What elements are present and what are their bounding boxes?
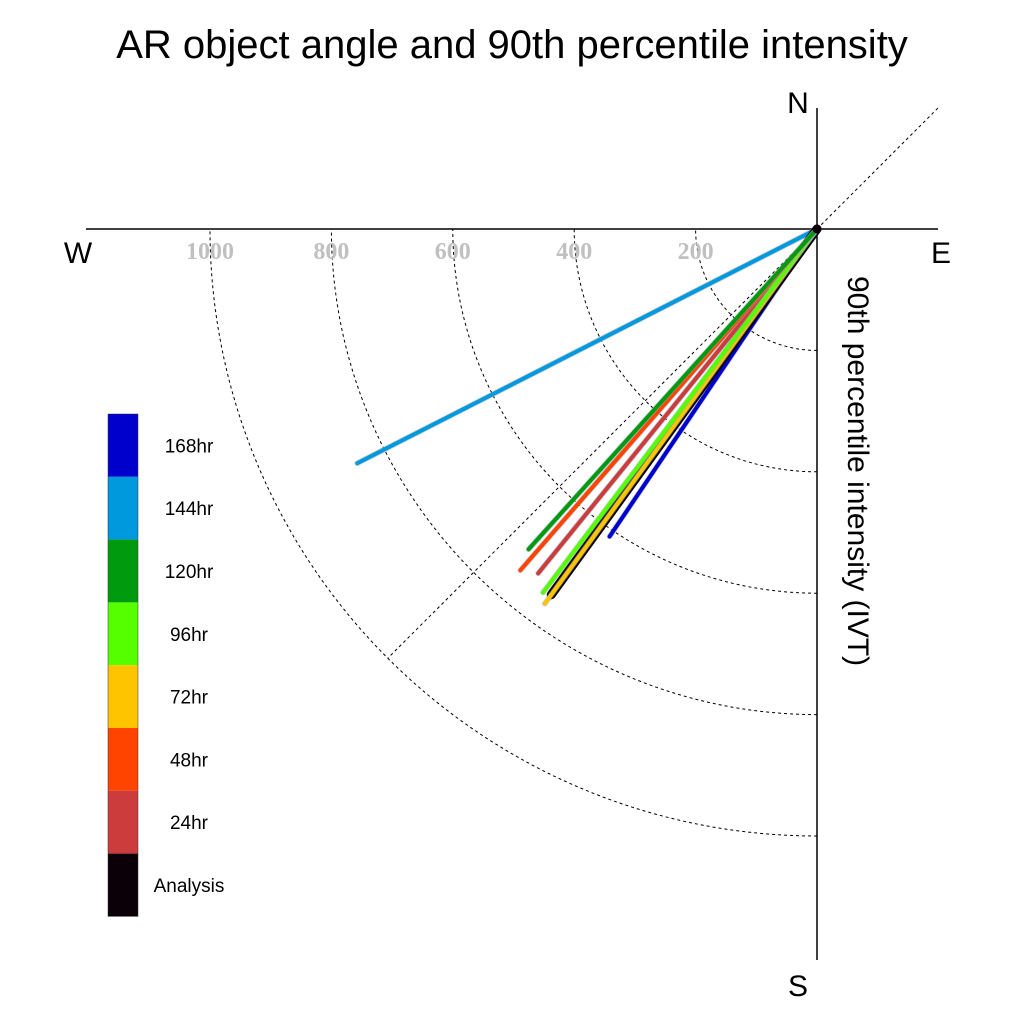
legend-swatch-48hr <box>108 728 138 791</box>
vector-96hr <box>541 227 819 595</box>
tick-label-600: 600 <box>435 239 471 265</box>
chart-title: AR object angle and 90th percentile inte… <box>116 23 908 67</box>
grid-arc-800 <box>330 228 818 716</box>
legend-swatch-Analysis <box>108 853 138 917</box>
grid-arc-200 <box>695 228 818 351</box>
legend-label-48hr: 48hr <box>170 750 209 771</box>
legend: 168hr 144hr 120hr 96hr 72hr 48hr 24hr Analysis <box>107 413 225 917</box>
legend-label-Analysis: Analysis <box>154 876 225 897</box>
y-axis-label: 90th percentile intensity (IVT) <box>841 276 874 666</box>
radial-grid <box>209 228 818 837</box>
grid-arc-600 <box>452 228 818 594</box>
legend-label-168hr: 168hr <box>165 436 214 457</box>
diagonal-guide-sw <box>387 228 818 659</box>
origin-marker <box>812 224 822 234</box>
compass-south: S <box>788 970 808 1003</box>
legend-swatch-24hr <box>108 790 138 854</box>
vector-144hr <box>355 227 819 466</box>
compass-axes <box>86 107 939 960</box>
compass-east: E <box>931 237 951 270</box>
tick-label-800: 800 <box>313 239 349 265</box>
legend-swatch-144hr <box>108 476 138 540</box>
legend-label-120hr: 120hr <box>165 562 214 583</box>
grid-arc-400 <box>573 228 818 473</box>
legend-frame <box>107 413 139 917</box>
legend-swatch-168hr <box>108 414 138 477</box>
legend-swatch-120hr <box>108 539 138 603</box>
radial-tick-labels: 200 400 600 800 1000 <box>186 239 714 265</box>
tick-label-1000: 1000 <box>186 239 234 265</box>
legend-label-24hr: 24hr <box>170 813 209 834</box>
legend-label-72hr: 72hr <box>170 688 209 709</box>
legend-swatch-72hr <box>108 665 138 728</box>
legend-swatch-96hr <box>108 602 138 666</box>
compass-north: N <box>787 87 809 120</box>
series-vectors <box>354 224 822 607</box>
vector-120hr <box>526 227 819 552</box>
legend-label-96hr: 96hr <box>170 625 209 646</box>
diagonal-guide-ne <box>816 107 939 230</box>
legend-label-144hr: 144hr <box>165 499 214 520</box>
tick-label-400: 400 <box>556 239 592 265</box>
compass-west: W <box>64 237 93 270</box>
tick-label-200: 200 <box>678 239 714 265</box>
